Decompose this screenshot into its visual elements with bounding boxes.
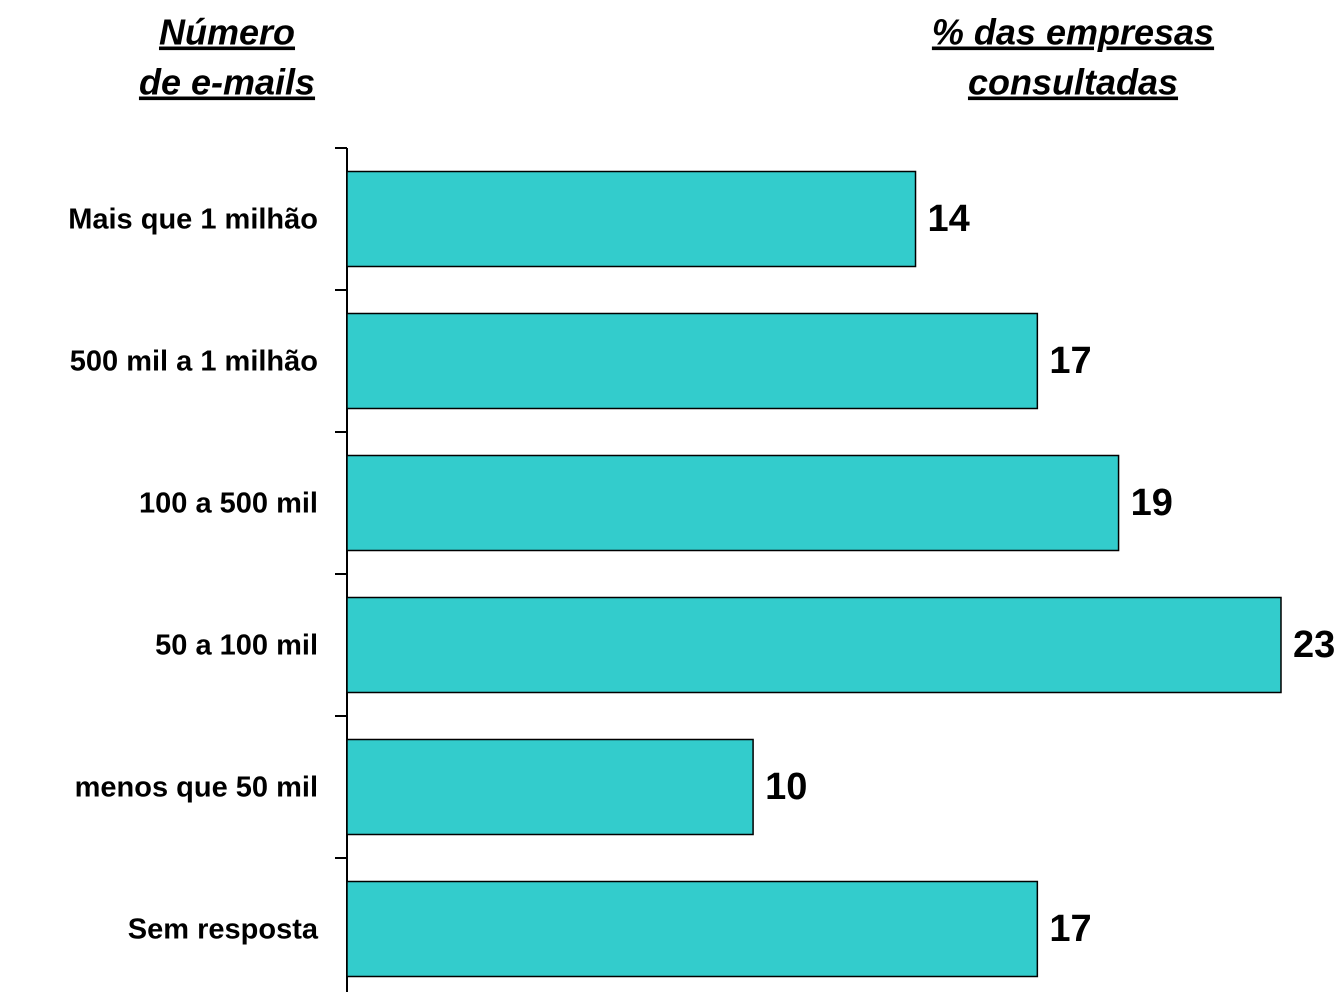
y-axis-title: de e-mails bbox=[139, 62, 315, 103]
y-tick-label: 500 mil a 1 milhão bbox=[70, 346, 318, 378]
bar bbox=[346, 454, 1120, 552]
data-label: 23 bbox=[1293, 624, 1335, 666]
y-axis-title: Número bbox=[159, 12, 295, 53]
bar bbox=[346, 738, 754, 836]
data-label: 17 bbox=[1049, 340, 1091, 382]
y-tick-label: 50 a 100 mil bbox=[155, 630, 318, 662]
y-tick-label: 100 a 500 mil bbox=[139, 488, 318, 520]
bar bbox=[346, 596, 1282, 694]
data-label: 17 bbox=[1049, 908, 1091, 950]
data-label: 14 bbox=[928, 198, 970, 240]
y-tick-label: menos que 50 mil bbox=[75, 772, 318, 804]
x-axis-title: consultadas bbox=[968, 62, 1178, 103]
x-axis-title: % das empresas bbox=[932, 12, 1214, 53]
y-tick-label: Sem resposta bbox=[128, 914, 319, 946]
data-label: 10 bbox=[765, 766, 807, 808]
y-tick-label: Mais que 1 milhão bbox=[68, 204, 318, 236]
data-label: 19 bbox=[1131, 482, 1173, 524]
bar bbox=[346, 880, 1039, 978]
bar bbox=[346, 170, 917, 268]
bar bbox=[346, 312, 1039, 410]
